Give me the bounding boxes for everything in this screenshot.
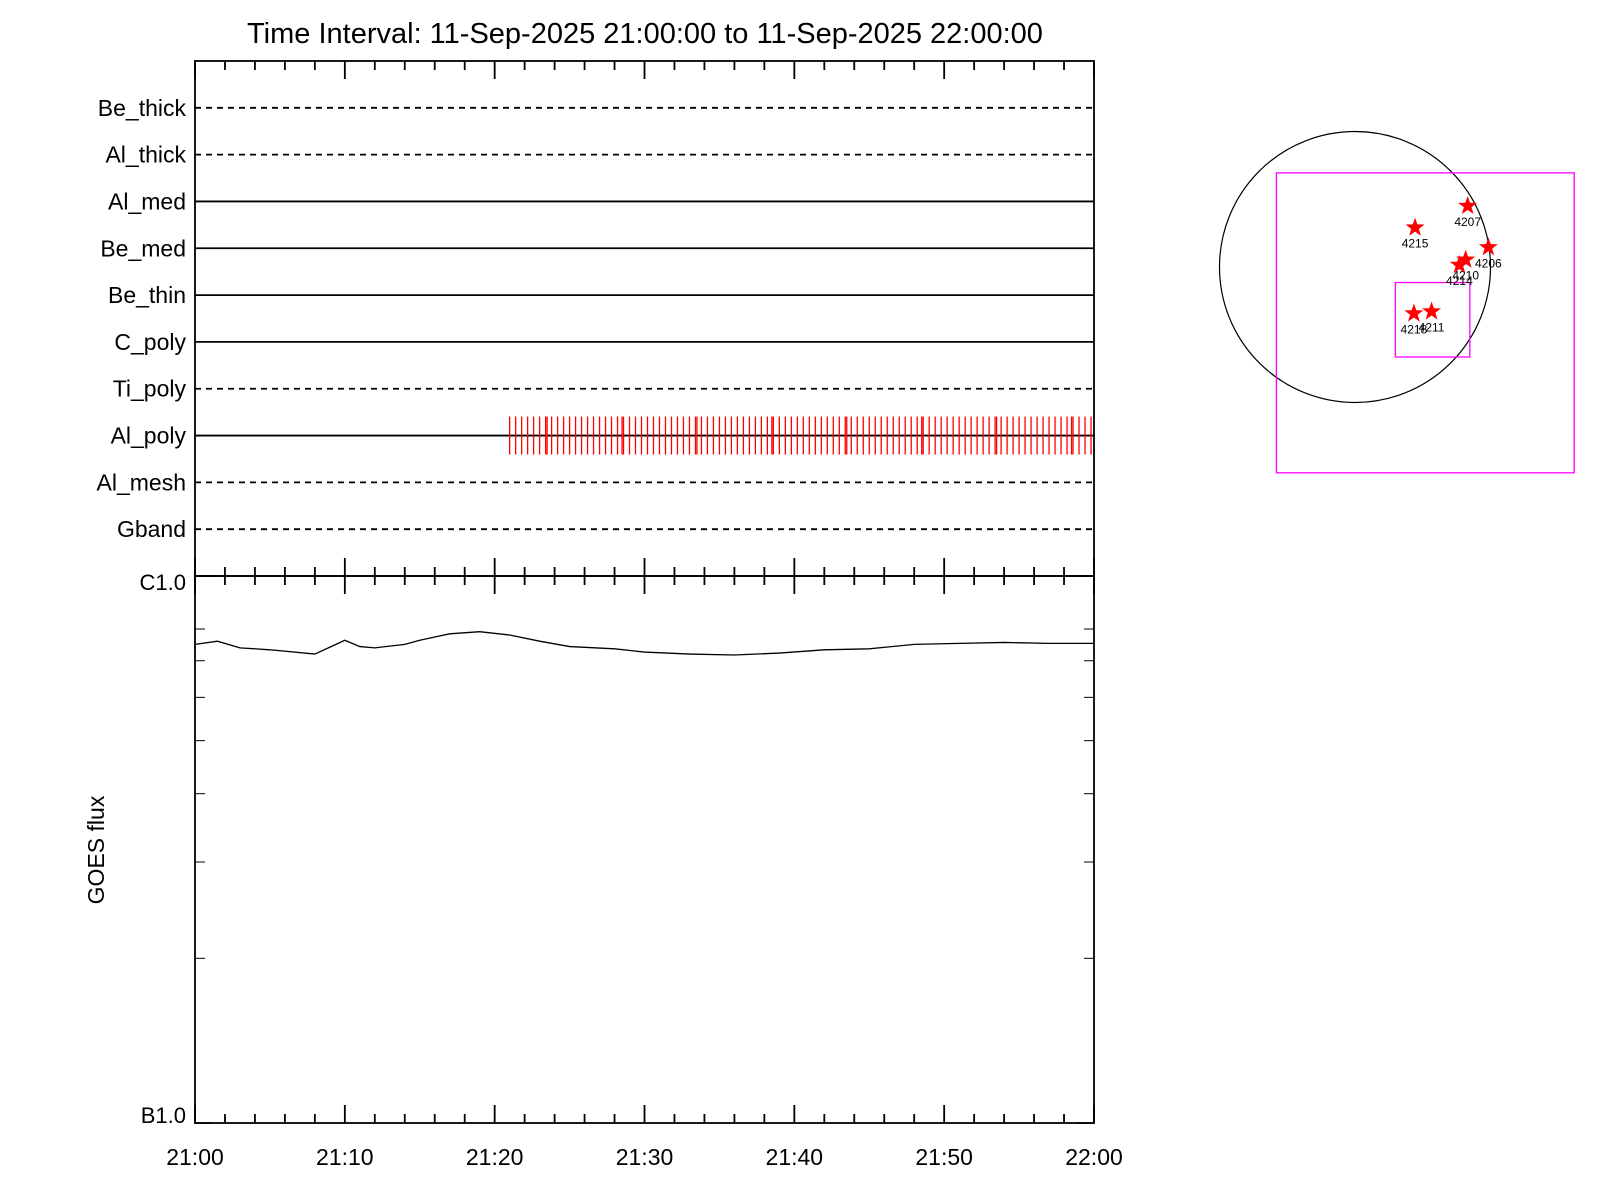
filter-label: Be_med [100,235,186,261]
filter-label: Al_poly [111,423,187,449]
region-label: 4218 [1401,322,1428,336]
region-label: 4210 [1452,269,1479,283]
y-tick-label: B1.0 [141,1103,186,1128]
goes-curve [194,631,1094,656]
active-region [1405,217,1425,236]
region-label: 4206 [1475,256,1502,270]
filter-label: Ti_poly [113,376,187,402]
x-tick-label: 22:00 [1065,1144,1123,1170]
chart-title: Time Interval: 11-Sep-2025 21:00:00 to 1… [247,18,1043,50]
x-tick-label: 21:40 [766,1144,824,1170]
x-tick-label: 21:30 [616,1144,674,1170]
panel-frame [194,60,1095,577]
active-region [1404,303,1424,322]
region-label: 4207 [1454,215,1481,229]
y-axis-label: GOES flux [83,795,109,904]
filter-label: Al_thick [105,142,186,168]
filter-label: Be_thick [98,95,187,121]
filter-label: Be_thin [108,282,186,308]
active-region [1458,196,1478,214]
region-label: 4211 [1419,321,1445,335]
x-tick-label: 21:50 [915,1144,973,1170]
solar-disk [1218,130,1492,404]
region-label: 4214 [1446,274,1473,288]
filter-label: C_poly [114,329,186,355]
active-region [1456,249,1476,268]
filter-label: Gband [117,516,186,542]
active-region [1449,255,1469,274]
filter-label: Al_med [108,188,186,214]
panel-frame [194,575,1095,1124]
field-of-view [1394,281,1471,358]
active-region [1478,237,1498,256]
active-region [1422,301,1442,320]
field-of-view [1275,172,1575,474]
x-tick-label: 21:20 [466,1144,524,1170]
x-tick-label: 21:10 [316,1144,374,1170]
y-tick-label: C1.0 [140,570,186,595]
x-tick-label: 21:00 [166,1144,224,1170]
region-label: 4215 [1402,237,1429,251]
filter-label: Al_mesh [97,469,186,495]
